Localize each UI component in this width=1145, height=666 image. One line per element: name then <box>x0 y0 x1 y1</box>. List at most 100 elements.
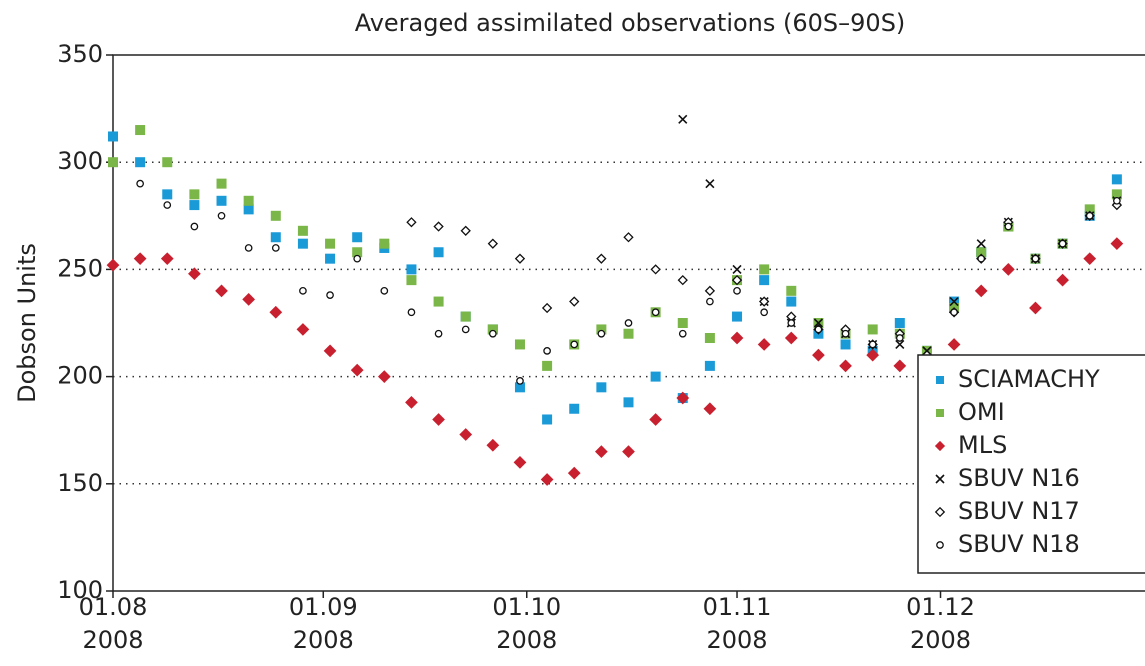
point <box>868 340 877 349</box>
point <box>895 339 905 350</box>
point <box>677 318 688 328</box>
x-tick-label: 2008 <box>910 626 971 654</box>
point <box>379 238 390 249</box>
point <box>353 254 362 263</box>
point <box>243 195 254 206</box>
point <box>867 324 878 335</box>
point <box>977 254 986 263</box>
point <box>405 395 418 409</box>
point <box>160 252 174 266</box>
point <box>162 157 173 168</box>
legend-label: SCIAMACHY <box>958 365 1100 393</box>
point <box>513 455 527 469</box>
x-tick-label: 2008 <box>706 626 767 654</box>
point <box>541 302 553 314</box>
point <box>703 402 717 416</box>
point <box>597 329 606 338</box>
point <box>814 325 823 334</box>
point <box>1001 263 1015 276</box>
point <box>514 382 525 393</box>
point <box>216 178 227 189</box>
x-tick-label: 2008 <box>293 626 354 654</box>
point <box>542 414 553 425</box>
x-tick-label: 01.08 <box>79 593 148 621</box>
legend-label: MLS <box>958 431 1007 459</box>
point <box>595 445 608 459</box>
point <box>108 131 118 142</box>
point <box>542 360 553 371</box>
point <box>950 308 958 317</box>
point <box>706 297 714 306</box>
point <box>486 438 500 452</box>
point <box>1084 204 1095 215</box>
point <box>596 253 607 264</box>
point <box>514 253 526 264</box>
point <box>406 275 417 286</box>
point <box>1031 254 1040 263</box>
y-tick-label: 300 <box>57 147 103 175</box>
legend-label: SBUV N18 <box>958 530 1080 558</box>
point <box>106 258 120 272</box>
point <box>325 253 336 264</box>
point <box>487 324 498 335</box>
point <box>624 319 633 327</box>
point <box>215 284 228 298</box>
point <box>705 179 715 189</box>
y-axis-label: Dobson Units <box>13 243 41 403</box>
point <box>1111 189 1122 200</box>
point <box>759 264 770 275</box>
point <box>732 264 742 274</box>
point <box>299 286 307 295</box>
point <box>136 179 144 188</box>
point <box>893 359 907 373</box>
point <box>787 319 796 327</box>
point <box>352 247 363 258</box>
point <box>1085 211 1094 220</box>
point <box>651 308 660 317</box>
x-tick-label: 2008 <box>82 626 143 654</box>
point <box>840 339 851 350</box>
point <box>163 201 172 209</box>
point <box>622 445 635 459</box>
y-tick-label: 250 <box>57 254 103 282</box>
point <box>786 311 797 322</box>
point <box>704 333 715 344</box>
point <box>488 329 497 338</box>
point <box>326 291 334 299</box>
point <box>1110 237 1124 251</box>
point <box>623 328 634 339</box>
point <box>461 325 470 334</box>
y-tick-label: 350 <box>57 40 103 68</box>
point <box>1111 174 1122 185</box>
legend-label: SBUV N17 <box>958 497 1080 525</box>
legend-label: OMI <box>958 398 1005 426</box>
point <box>758 296 770 307</box>
point <box>350 363 364 377</box>
x-tick-label: 01.11 <box>703 593 772 621</box>
point <box>1113 196 1121 205</box>
point <box>704 285 716 297</box>
point <box>974 284 988 298</box>
point <box>895 334 904 342</box>
legend-marker <box>936 376 944 384</box>
point <box>543 347 551 355</box>
point <box>678 329 687 338</box>
point <box>162 189 173 200</box>
point <box>733 286 741 295</box>
point <box>516 377 524 385</box>
point <box>434 329 443 338</box>
point <box>813 318 823 328</box>
point <box>270 210 281 221</box>
point <box>487 238 499 249</box>
plot-frame <box>112 54 1145 592</box>
point <box>649 413 662 426</box>
point <box>1083 252 1097 266</box>
point <box>1029 301 1042 315</box>
point <box>947 338 961 351</box>
point <box>406 217 417 228</box>
point <box>730 331 744 345</box>
point <box>570 340 579 349</box>
point <box>406 264 417 275</box>
point <box>678 114 688 124</box>
point <box>567 466 581 480</box>
